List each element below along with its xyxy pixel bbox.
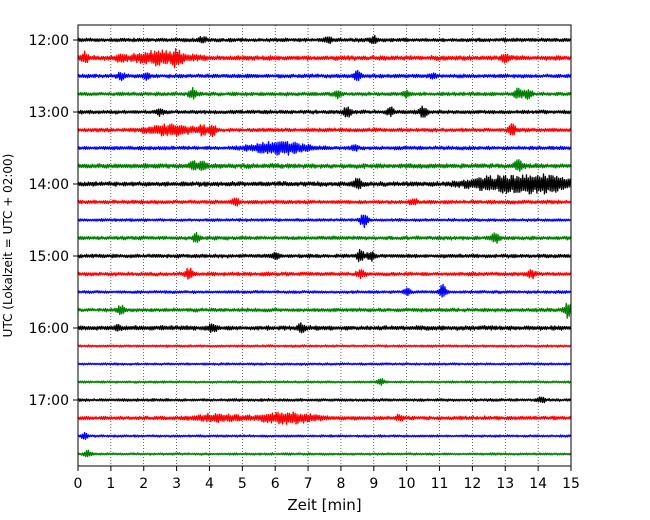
trace-1500: [77, 248, 572, 263]
x-tick-label: 8: [336, 476, 345, 492]
trace-1745: [77, 449, 572, 458]
x-tick-label: 2: [139, 476, 148, 492]
x-axis-label: Zeit [min]: [287, 496, 361, 514]
y-tick-label: 15:00: [29, 249, 69, 265]
x-tick-label: 0: [74, 476, 83, 492]
trace-1415: [77, 197, 572, 207]
trace-1630: [77, 362, 572, 366]
trace-1615: [77, 344, 572, 348]
x-tick-label: 4: [205, 476, 214, 492]
x-axis-ticks: 0 1 2 3 4 5 6 7 8 9 10 11 12 13 14 15: [74, 466, 580, 492]
seismogram-traces: [77, 34, 572, 458]
trace-1400: [77, 173, 572, 195]
x-tick-label: 10: [398, 476, 416, 492]
x-tick-label: 11: [431, 476, 449, 492]
trace-1445: [77, 231, 572, 244]
trace-1430: [77, 214, 572, 229]
trace-1730: [77, 431, 572, 440]
y-tick-label: 12:00: [29, 33, 69, 49]
trace-1715: [77, 411, 572, 425]
x-tick-label: 1: [106, 476, 115, 492]
trace-1345: [77, 158, 572, 172]
trace-1300: [77, 105, 572, 118]
trace-1545: [77, 302, 572, 319]
trace-1530: [77, 283, 572, 298]
x-tick-label: 9: [369, 476, 378, 492]
trace-1315: [77, 123, 572, 137]
x-tick-label: 7: [304, 476, 313, 492]
trace-1245: [77, 86, 572, 100]
x-tick-label: 6: [271, 476, 280, 492]
x-tick-label: 3: [172, 476, 181, 492]
trace-1330: [77, 140, 572, 156]
y-tick-label: 13:00: [29, 105, 69, 121]
x-tick-label: 15: [562, 476, 580, 492]
trace-1645: [77, 378, 572, 386]
x-tick-label: 14: [529, 476, 547, 492]
y-tick-label: 14:00: [29, 177, 69, 193]
y-axis-ticks: 12:00 13:00 14:00 15:00 16:00 17:00: [29, 33, 78, 409]
plot-frame: [77, 24, 572, 467]
x-tick-label: 13: [496, 476, 514, 492]
y-tick-label: 16:00: [29, 321, 69, 337]
x-tick-label: 12: [463, 476, 481, 492]
y-tick-label: 17:00: [29, 393, 69, 409]
trace-1515: [77, 267, 572, 280]
trace-1700: [77, 396, 572, 404]
y-axis-label: UTC (Lokalzeit = UTC + 02:00): [1, 154, 15, 338]
trace-1230: [77, 69, 572, 82]
x-tick-label: 5: [238, 476, 247, 492]
trace-1200: [77, 34, 572, 45]
trace-1215: [77, 47, 572, 69]
trace-1600: [77, 322, 572, 334]
